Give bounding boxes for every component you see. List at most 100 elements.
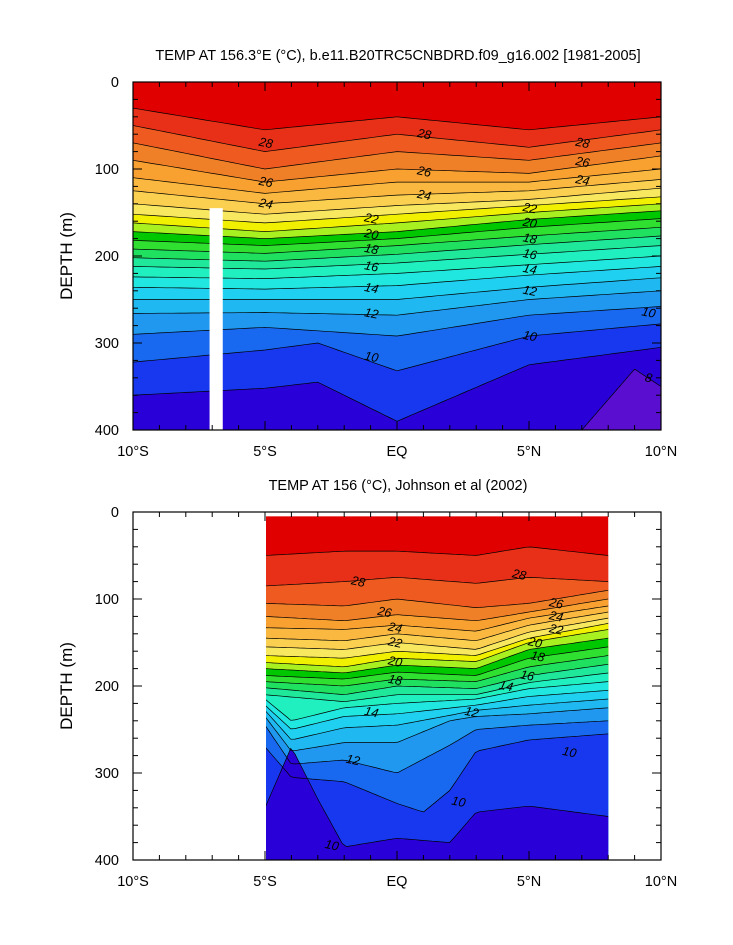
x-tick-label: 10°S [117, 444, 149, 460]
contour-label: 10 [561, 744, 578, 761]
top-missing-data-gap [209, 208, 223, 430]
isotherm-12 [266, 707, 609, 752]
contour-label: 26 [415, 163, 433, 180]
isotherm-17 [266, 663, 609, 695]
contour-label: 8 [644, 370, 654, 385]
contour-label: 20 [362, 226, 380, 243]
contour-label: 22 [386, 634, 404, 651]
contour-label: 24 [573, 172, 591, 189]
contour-label: 18 [387, 672, 404, 689]
y-tick-label: 0 [111, 505, 119, 521]
contour-label: 22 [362, 210, 380, 227]
contour-label: 10 [324, 837, 341, 854]
contour-label: 16 [522, 246, 539, 263]
y-tick-label: 100 [95, 162, 119, 178]
contour-label: 28 [573, 134, 591, 151]
contour-label: 22 [547, 621, 565, 638]
bottom-filled-contours [266, 516, 609, 860]
top-axis-ticks: 10°S 5°S EQ 5°N 10°N 0 100 200 300 400 [95, 75, 677, 460]
top-y-axis-label: DEPTH (m) [57, 212, 76, 300]
isotherm-13 [266, 698, 609, 740]
contour-label: 10 [363, 349, 380, 366]
isotherm-19 [266, 646, 609, 680]
y-tick-label: 300 [95, 336, 119, 352]
contour-label: 10 [640, 304, 657, 321]
x-tick-label: 5°S [253, 874, 277, 890]
y-tick-label: 200 [95, 249, 119, 265]
y-tick-label: 100 [95, 592, 119, 608]
contour-label: 12 [345, 752, 362, 769]
contour-label: 24 [257, 195, 275, 212]
contour-label: 20 [526, 634, 544, 651]
isotherm-18 [266, 655, 609, 687]
isotherm-11 [266, 720, 609, 773]
band-below-8 [581, 369, 661, 430]
top-contour-labels: 2828282626262424242222202018181616141412… [257, 126, 657, 386]
x-tick-label: 10°S [117, 874, 149, 890]
contour-label: 12 [522, 283, 539, 300]
contour-label: 26 [547, 595, 565, 612]
contour-label: 28 [415, 126, 433, 143]
isotherm-14 [266, 690, 609, 730]
contour-label: 26 [375, 604, 393, 621]
x-tick-label: 10°N [645, 444, 677, 460]
contour-label: 14 [498, 678, 515, 695]
isotherm-9 [266, 747, 609, 847]
top-chart-title: TEMP AT 156.3°E (°C), b.e11.B20TRC5CNBDR… [155, 48, 640, 64]
contour-label: 16 [363, 258, 380, 275]
bottom-y-axis-label: DEPTH (m) [57, 642, 76, 730]
isotherm-8 [581, 369, 661, 430]
isotherm-25 [133, 168, 661, 194]
contour-label: 14 [522, 261, 539, 278]
panel-bottom: TEMP AT 156 (°C), Johnson et al (2002) 2… [57, 478, 677, 890]
contour-label: 18 [522, 230, 539, 247]
isotherm-26 [133, 155, 661, 183]
x-tick-label: EQ [387, 444, 408, 460]
isotherm-26 [266, 598, 609, 622]
y-tick-label: 400 [95, 853, 119, 869]
isotherm-23 [266, 617, 609, 650]
x-tick-label: EQ [387, 874, 408, 890]
isotherm-28 [133, 125, 661, 152]
y-tick-label: 400 [95, 423, 119, 439]
contour-label: 22 [521, 200, 539, 217]
bottom-isotherm-lines [266, 546, 609, 847]
isotherm-22 [266, 623, 609, 659]
contour-label: 26 [573, 154, 591, 171]
isotherm-29 [266, 546, 609, 556]
isotherm-21 [266, 629, 609, 668]
bottom-axis-ticks: 10°S 5°S EQ 5°N 10°N 0 100 200 300 400 [95, 505, 677, 890]
contour-label: 10 [450, 794, 467, 811]
isotherm-24 [266, 611, 609, 642]
contour-label: 20 [521, 215, 539, 232]
contour-label: 18 [363, 241, 380, 258]
y-tick-label: 0 [111, 75, 119, 91]
x-tick-label: 10°N [645, 874, 677, 890]
panel-top: TEMP AT 156.3°E (°C), b.e11.B20TRC5CNBDR… [57, 48, 677, 460]
isotherm-27 [266, 589, 609, 608]
isotherm-24 [133, 179, 661, 205]
x-tick-label: 5°S [253, 444, 277, 460]
contour-label: 14 [363, 280, 380, 297]
contour-label: 10 [522, 328, 539, 345]
x-tick-label: 5°N [517, 444, 541, 460]
band-below-9 [266, 748, 609, 860]
contour-label: 28 [349, 573, 367, 590]
contour-label: 26 [257, 174, 275, 191]
x-tick-label: 5°N [517, 874, 541, 890]
contour-label: 20 [386, 653, 404, 670]
contour-label: 18 [529, 648, 546, 665]
contour-label: 28 [510, 566, 528, 583]
contour-label: 28 [257, 134, 275, 151]
isotherm-16 [266, 672, 609, 702]
isotherm-27 [133, 142, 661, 170]
contour-label: 14 [363, 704, 380, 721]
contour-label: 24 [386, 619, 404, 636]
isotherm-20 [266, 637, 609, 674]
band-below-9 [133, 347, 661, 430]
contour-label: 24 [547, 608, 565, 625]
isotherm-25 [266, 605, 609, 632]
isotherm-28 [266, 576, 609, 587]
